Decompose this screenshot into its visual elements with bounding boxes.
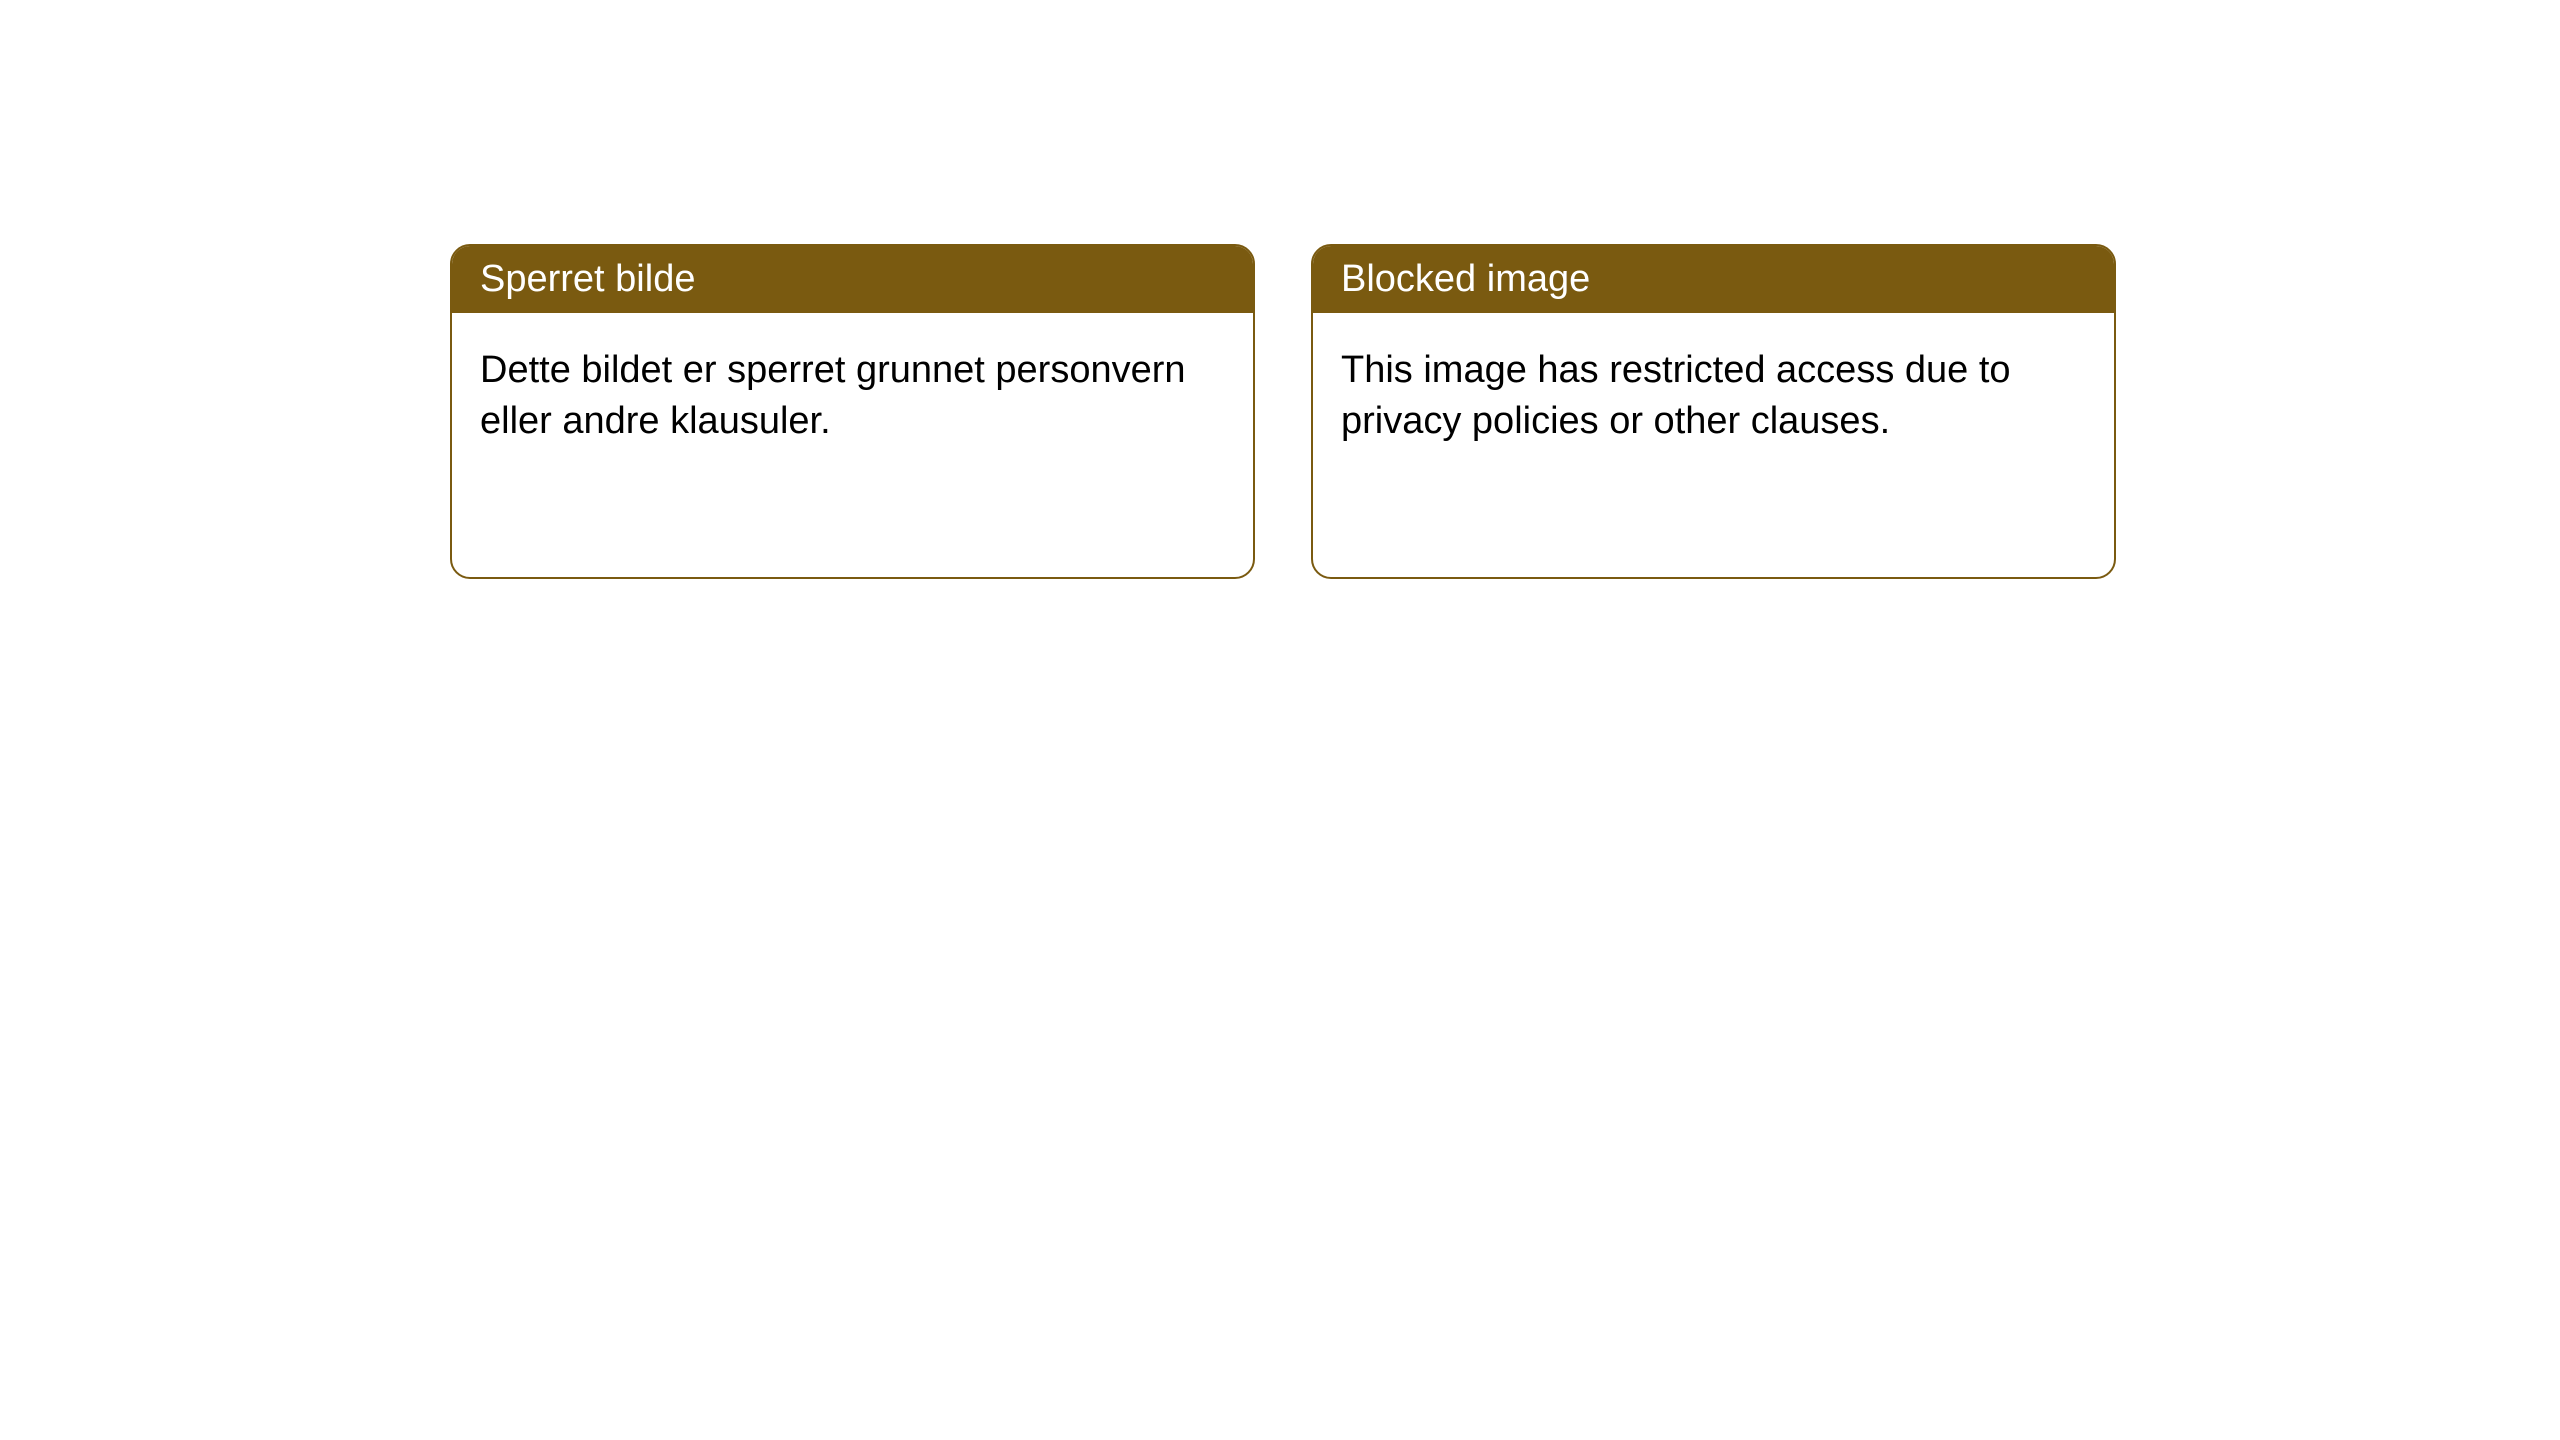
notice-card-norwegian: Sperret bilde Dette bildet er sperret gr… [450,244,1255,579]
notice-card-english: Blocked image This image has restricted … [1311,244,2116,579]
card-body-text: Dette bildet er sperret grunnet personve… [480,349,1186,442]
card-title: Blocked image [1341,258,1590,300]
notice-container: Sperret bilde Dette bildet er sperret gr… [450,244,2116,579]
card-body: Dette bildet er sperret grunnet personve… [452,313,1253,480]
card-header: Sperret bilde [452,246,1253,313]
card-title: Sperret bilde [480,258,695,300]
card-body: This image has restricted access due to … [1313,313,2114,480]
card-body-text: This image has restricted access due to … [1341,349,2011,442]
card-header: Blocked image [1313,246,2114,313]
